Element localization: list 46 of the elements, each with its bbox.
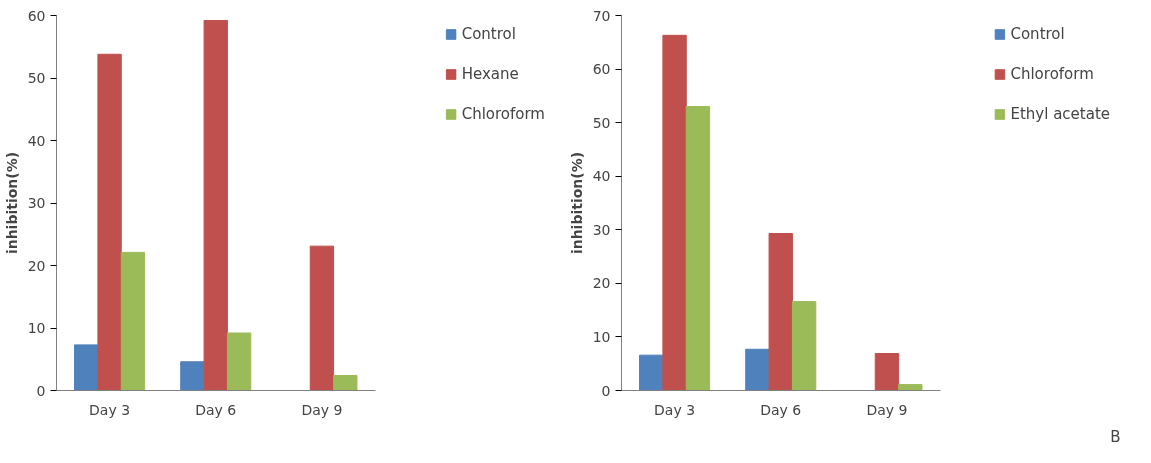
- x-tick-label: Day 6: [760, 401, 802, 418]
- y-tick-label: 0: [601, 382, 611, 399]
- bar: [685, 106, 711, 391]
- y-tick-label: 10: [592, 328, 611, 345]
- y-axis-title: inhibition(%): [3, 151, 20, 255]
- y-tick-label: 70: [592, 7, 611, 24]
- y-tick-label: 60: [27, 7, 46, 24]
- bar: [333, 375, 358, 391]
- y-tick-label: 30: [592, 221, 611, 238]
- bar: [309, 245, 335, 391]
- bar: [226, 332, 252, 391]
- x-tick-label: Day 6: [195, 401, 237, 418]
- y-tick-label: 20: [592, 275, 611, 292]
- x-tick-label: Day 3: [89, 401, 131, 418]
- y-tick-label: 0: [36, 382, 46, 399]
- bar: [662, 34, 687, 391]
- legend-label: Ethyl acetate: [1010, 105, 1110, 123]
- bar: [120, 251, 146, 391]
- bar: [898, 384, 923, 391]
- y-tick-label: 50: [592, 114, 611, 131]
- x-tick-label: Day 9: [866, 401, 908, 418]
- legend-label: Control: [461, 25, 516, 43]
- bar: [203, 20, 228, 391]
- legend-label: Chloroform: [461, 105, 545, 123]
- y-tick-label: 10: [27, 320, 46, 336]
- x-tick-label: Day 3: [654, 401, 696, 418]
- y-tick-label: 50: [27, 70, 46, 86]
- bar: [745, 348, 770, 391]
- bar: [74, 344, 99, 391]
- y-tick-label: 30: [27, 195, 46, 211]
- bar: [768, 233, 793, 391]
- bar: [97, 53, 122, 391]
- bar: [874, 353, 900, 391]
- y-axis-title: inhibition(%): [568, 151, 585, 255]
- y-tick-label: 40: [592, 168, 611, 185]
- x-tick-label: Day 9: [301, 401, 343, 418]
- y-tick-label: 40: [27, 132, 46, 149]
- bar: [791, 301, 817, 391]
- text: B: [1110, 427, 1121, 446]
- bar: [180, 361, 205, 391]
- legend-label: Hexane: [461, 65, 519, 83]
- bar: [639, 354, 664, 391]
- legend-label: Control: [1010, 25, 1065, 43]
- y-tick-label: 20: [27, 257, 46, 274]
- legend-label: Chloroform: [1010, 65, 1094, 83]
- y-tick-label: 60: [592, 61, 611, 78]
